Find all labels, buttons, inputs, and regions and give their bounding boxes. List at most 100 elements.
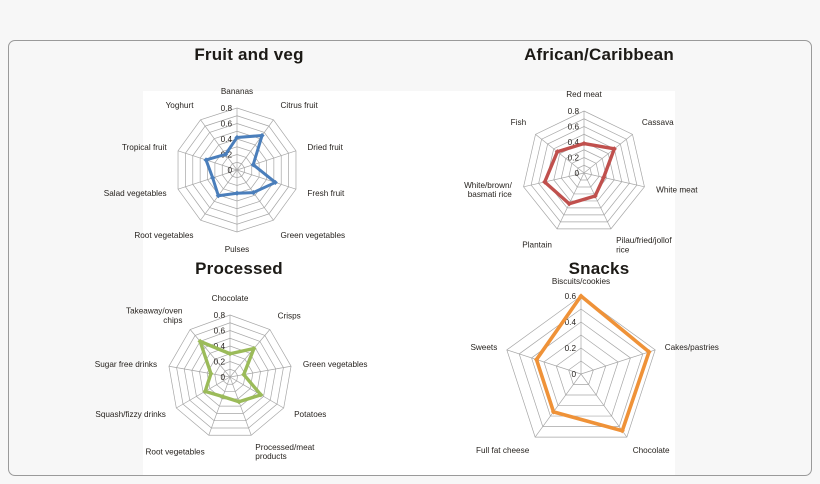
radar-spokes: [506, 296, 656, 438]
series-polygon: [534, 294, 651, 433]
grid-ring-minor: [176, 322, 284, 429]
grid-ring: [568, 157, 600, 188]
axis-category-label: Squash/fizzy drinks: [95, 410, 166, 419]
axis-category-label-line: Yoghurt: [166, 101, 195, 110]
radar-panel-snacks: Snacks 0 0.2 0.4 0.6 Biscuits/cookies Cakes/p…: [409, 259, 789, 475]
radial-tick-label: 0.8: [568, 107, 580, 116]
axis-category-label-line: Plantain: [522, 241, 552, 250]
axis-category-label: Sugar free drinks: [95, 360, 157, 369]
radial-tick-label: 0.6: [568, 123, 580, 132]
data-point-marker: [223, 151, 229, 157]
radar-tick-labels: 00.20.40.60.8: [221, 104, 233, 175]
data-point-marker: [611, 146, 617, 152]
axis-category-label-line: products: [255, 452, 286, 461]
grid-ring-minor: [191, 337, 269, 414]
axis-category-label-line: Bananas: [221, 87, 253, 96]
grid-ring: [199, 345, 261, 407]
data-point-marker: [234, 134, 240, 141]
data-point-marker: [203, 157, 209, 163]
axis-category-label-line: Green vegetables: [303, 360, 368, 369]
axis-category-label: Fish: [511, 118, 527, 127]
axis-category-label-line: chips: [163, 316, 182, 325]
radial-tick-label: 0.4: [565, 318, 577, 327]
figure-card: Fruit and veg 0 0.2 0.4 0.6 0.8 Bananas Citrus…: [8, 40, 812, 476]
axis-category-label: White meat: [656, 185, 698, 194]
chart-title-african-caribbean: African/Caribbean: [524, 45, 674, 64]
axis-spoke: [189, 329, 231, 378]
axis-category-label: Green vegetables: [303, 360, 368, 369]
axis-category-label-line: Processed/meat: [255, 443, 315, 452]
chart-title-processed: Processed: [195, 259, 283, 278]
data-point-marker: [250, 189, 256, 196]
axis-category-label: Root vegetables: [134, 231, 193, 240]
axis-category-label-line: Full fat cheese: [476, 446, 530, 455]
axis-spoke: [229, 365, 292, 378]
axis-category-label: Chocolate: [633, 446, 670, 455]
axis-category-label: Sweets: [470, 343, 497, 352]
axis-spoke: [177, 169, 238, 190]
axis-category-label-line: Cakes/pastries: [665, 343, 719, 352]
radar-spokes: [523, 111, 645, 230]
axis-spoke: [168, 365, 231, 378]
data-point-marker: [227, 351, 233, 357]
data-point-marker: [581, 140, 587, 147]
radial-tick-label: 0: [571, 370, 576, 379]
radar-chart-snacks: 0 0.2 0.4 0.6 Biscuits/cookies Cakes/pastries…: [470, 277, 718, 455]
axis-category-label-line: Red meat: [566, 90, 602, 99]
radar-grid: [506, 295, 656, 438]
grid-ring: [523, 110, 645, 230]
axis-category-label-line: Sweets: [470, 343, 497, 352]
axis-category-label-line: Sugar free drinks: [95, 360, 157, 369]
axis-category-label: Tropical fruit: [122, 143, 167, 152]
axis-category-label-line: White meat: [656, 185, 698, 194]
radial-tick-label: 0.6: [214, 327, 226, 336]
axis-spoke: [176, 376, 231, 409]
axis-category-label: Potatoes: [294, 410, 326, 419]
axis-category-label: Citrus fruit: [281, 101, 319, 110]
axis-category-label: Biscuits/cookies: [552, 277, 610, 286]
data-point-marker: [272, 179, 278, 186]
grid-ring: [506, 295, 656, 438]
axis-spoke: [236, 150, 297, 171]
radar-axis-labels: Red meat Cassava White meat Pilau/fried/jol…: [464, 90, 698, 254]
data-point-marker: [234, 190, 240, 196]
radar-chart-fruit-and-veg: 00.20.40.60.8 Bananas Citrus fruit Dried fr…: [104, 87, 345, 254]
axis-category-label-line: basmati rice: [468, 190, 513, 199]
grid-ring-minor: [518, 308, 644, 427]
axis-spoke: [236, 169, 274, 221]
axis-category-label: White/brown/basmati rice: [464, 181, 513, 199]
grid-ring-minor: [222, 368, 238, 385]
radar-panel-fruit-and-veg: Fruit and veg 00.20.40.60.8BananasCitrus…: [69, 45, 429, 285]
axis-category-label-line: Takeaway/oven: [126, 307, 183, 316]
radar-panel-african-caribbean: African/Caribbean 0 0.2 0.4 0.6 0.8 Red meat C…: [409, 45, 789, 285]
axis-category-label: Root vegetables: [146, 448, 205, 457]
radar-axis-labels: Biscuits/cookies Cakes/pastries Chocolate F…: [470, 277, 718, 455]
grid-ring: [168, 314, 292, 436]
axis-category-label-line: Fresh fruit: [307, 189, 345, 198]
grid-ring: [555, 347, 607, 396]
axis-spoke: [580, 349, 656, 375]
axis-category-label-line: Pilau/fried/jollof: [616, 236, 672, 245]
plot-background-bottom: [143, 306, 675, 475]
axis-category-label-line: Dried fruit: [307, 143, 343, 152]
axis-category-label: Fresh fruit: [307, 189, 345, 198]
grid-ring-minor: [560, 149, 608, 195]
radial-tick-label: 0.2: [214, 358, 226, 367]
axis-category-label: Cassava: [642, 118, 674, 127]
radial-tick-label: 0.2: [565, 344, 577, 353]
grid-ring-minor: [530, 118, 638, 223]
radar-series: [533, 293, 652, 434]
grid-ring-minor: [576, 164, 592, 181]
axis-category-label-line: Biscuits/cookies: [552, 277, 610, 286]
radar-series: [542, 140, 617, 207]
radar-tick-labels: 0 0.2 0.4 0.6: [565, 292, 577, 379]
data-point-marker: [241, 371, 247, 378]
axis-category-label-line: Salad vegetables: [104, 189, 167, 198]
axis-category-label-line: Potatoes: [294, 410, 326, 419]
axis-spoke: [229, 376, 252, 436]
axis-category-label: Pulses: [225, 245, 250, 254]
axis-category-label-line: Pulses: [225, 245, 250, 254]
